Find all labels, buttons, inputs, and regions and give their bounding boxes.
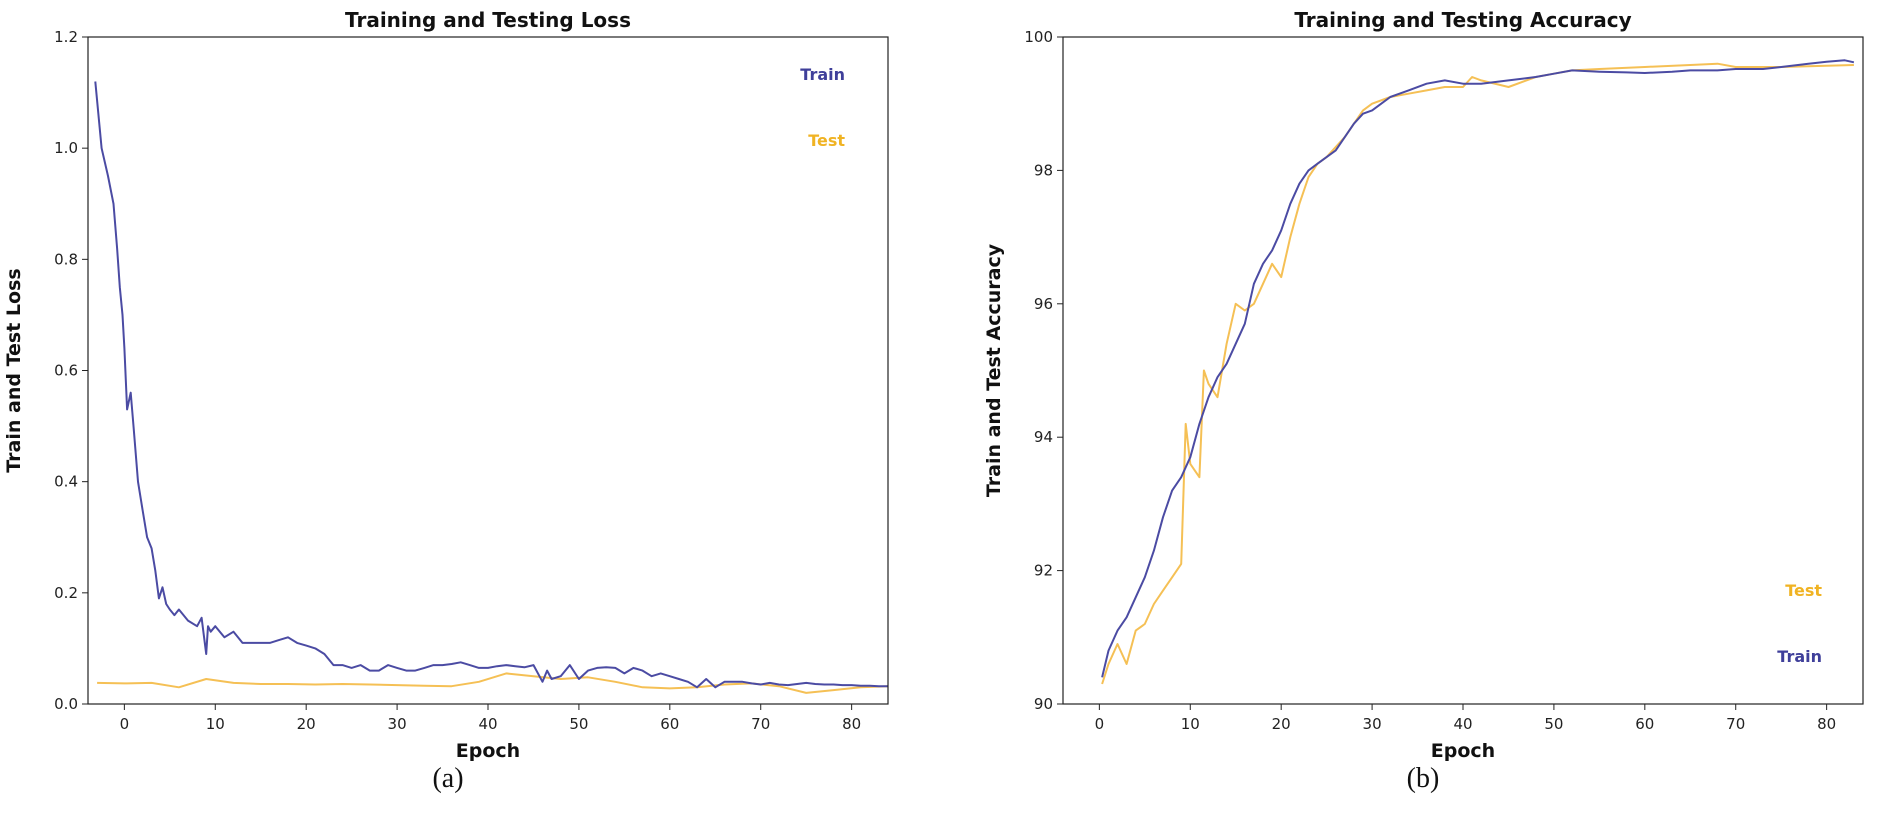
legend-label-test: Test: [1785, 581, 1822, 600]
y-tick-label: 0.2: [54, 584, 78, 602]
x-tick-label: 30: [388, 715, 407, 733]
x-tick-label: 60: [1635, 715, 1654, 733]
x-tick-label: 10: [1181, 715, 1200, 733]
x-tick-label: 10: [206, 715, 225, 733]
y-axis-label: Train and Test Accuracy: [983, 243, 1005, 497]
accuracy-chart-panel: 0 10 20 30 40 50 60 70 80 90 92 94 96 98 100 Training a…: [983, 8, 1864, 794]
y-tick-label: 0.0: [54, 695, 78, 713]
y-tick-label: 98: [1034, 161, 1053, 179]
x-tick-label: 70: [751, 715, 770, 733]
series-line-train: [1101, 59, 1855, 678]
loss-chart-panel: 0 10 20 30 40 50 60 70 80 0.0 0.2 0.4 0.6 0.8 1.0 1.2 Tr…: [3, 8, 889, 794]
x-tick-label: 30: [1363, 715, 1382, 733]
x-tick-label: 70: [1726, 715, 1745, 733]
y-tick-label: 0.4: [54, 473, 78, 491]
panel-caption: (b): [1407, 763, 1440, 794]
x-tick-label: 50: [1544, 715, 1563, 733]
chart-title: Training and Testing Accuracy: [1294, 8, 1631, 32]
legend-label-train: Train: [800, 65, 845, 84]
x-tick-label: 40: [478, 715, 497, 733]
y-tick-label: 94: [1034, 428, 1053, 446]
panel-caption: (a): [432, 763, 463, 794]
x-tick-label: 80: [1817, 715, 1836, 733]
y-tick-label: 90: [1034, 695, 1053, 713]
x-tick-label: 40: [1453, 715, 1472, 733]
x-axis-label: Epoch: [456, 740, 520, 762]
x-tick-label: 20: [1272, 715, 1291, 733]
x-tick-label: 80: [842, 715, 861, 733]
y-tick-label: 1.0: [54, 139, 78, 157]
y-tick-label: 96: [1034, 295, 1053, 313]
x-tick-label: 60: [660, 715, 679, 733]
chart-title: Training and Testing Loss: [345, 8, 631, 32]
y-tick-label: 0.8: [54, 250, 78, 268]
x-axis-label: Epoch: [1431, 740, 1495, 762]
y-axis-label: Train and Test Loss: [3, 268, 25, 472]
legend-label-train: Train: [1777, 647, 1822, 666]
x-tick-label: 50: [569, 715, 588, 733]
x-tick-label: 0: [120, 715, 130, 733]
x-tick-label: 20: [297, 715, 316, 733]
y-tick-label: 100: [1024, 28, 1053, 46]
y-tick-label: 0.6: [54, 362, 78, 380]
series-line-train: [94, 81, 888, 689]
x-tick-label: 0: [1095, 715, 1105, 733]
legend-label-test: Test: [808, 131, 845, 150]
y-tick-label: 1.2: [54, 28, 78, 46]
y-tick-label: 92: [1034, 562, 1053, 580]
